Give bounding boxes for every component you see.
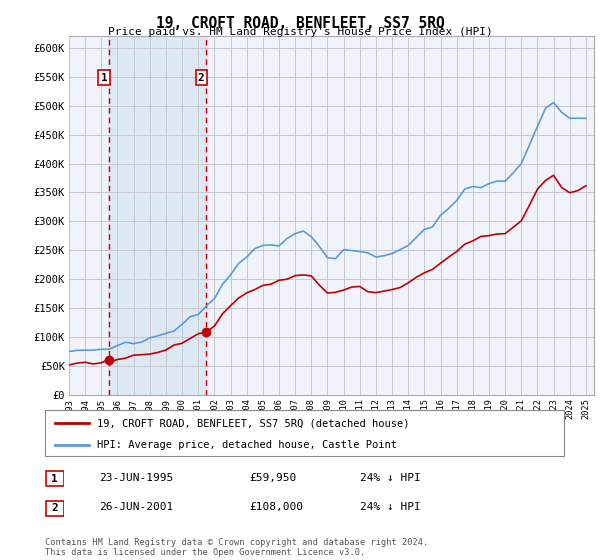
Text: 23-JUN-1995: 23-JUN-1995 [99, 473, 173, 483]
Text: HPI: Average price, detached house, Castle Point: HPI: Average price, detached house, Cast… [97, 440, 397, 450]
Text: 1: 1 [51, 474, 58, 484]
Text: 26-JUN-2001: 26-JUN-2001 [99, 502, 173, 512]
FancyBboxPatch shape [46, 472, 64, 486]
Text: 19, CROFT ROAD, BENFLEET, SS7 5RQ: 19, CROFT ROAD, BENFLEET, SS7 5RQ [155, 16, 445, 31]
FancyBboxPatch shape [45, 410, 564, 456]
Text: 24% ↓ HPI: 24% ↓ HPI [360, 473, 421, 483]
Text: Price paid vs. HM Land Registry's House Price Index (HPI): Price paid vs. HM Land Registry's House … [107, 27, 493, 37]
Text: £108,000: £108,000 [249, 502, 303, 512]
Text: 1: 1 [101, 73, 107, 83]
Text: 2: 2 [198, 73, 205, 83]
Text: Contains HM Land Registry data © Crown copyright and database right 2024.
This d: Contains HM Land Registry data © Crown c… [45, 538, 428, 557]
FancyBboxPatch shape [46, 501, 64, 516]
Text: 19, CROFT ROAD, BENFLEET, SS7 5RQ (detached house): 19, CROFT ROAD, BENFLEET, SS7 5RQ (detac… [97, 418, 409, 428]
Text: 2: 2 [51, 503, 58, 514]
Bar [108, 36, 207, 395]
Text: £59,950: £59,950 [249, 473, 296, 483]
Text: 24% ↓ HPI: 24% ↓ HPI [360, 502, 421, 512]
